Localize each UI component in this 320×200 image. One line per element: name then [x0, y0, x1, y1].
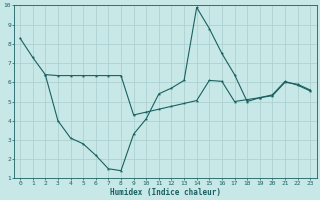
X-axis label: Humidex (Indice chaleur): Humidex (Indice chaleur): [110, 188, 220, 197]
